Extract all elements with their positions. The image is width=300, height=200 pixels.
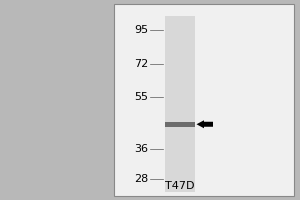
FancyArrow shape bbox=[196, 120, 213, 128]
Text: 36: 36 bbox=[134, 144, 148, 154]
Bar bbox=[165, 16, 195, 192]
Text: 28: 28 bbox=[134, 174, 148, 184]
Text: 95: 95 bbox=[134, 25, 148, 35]
Text: 72: 72 bbox=[134, 59, 148, 69]
Bar bbox=[114, 4, 294, 196]
Text: T47D: T47D bbox=[165, 181, 195, 191]
Text: 55: 55 bbox=[134, 92, 148, 102]
Bar bbox=[165, 122, 195, 127]
